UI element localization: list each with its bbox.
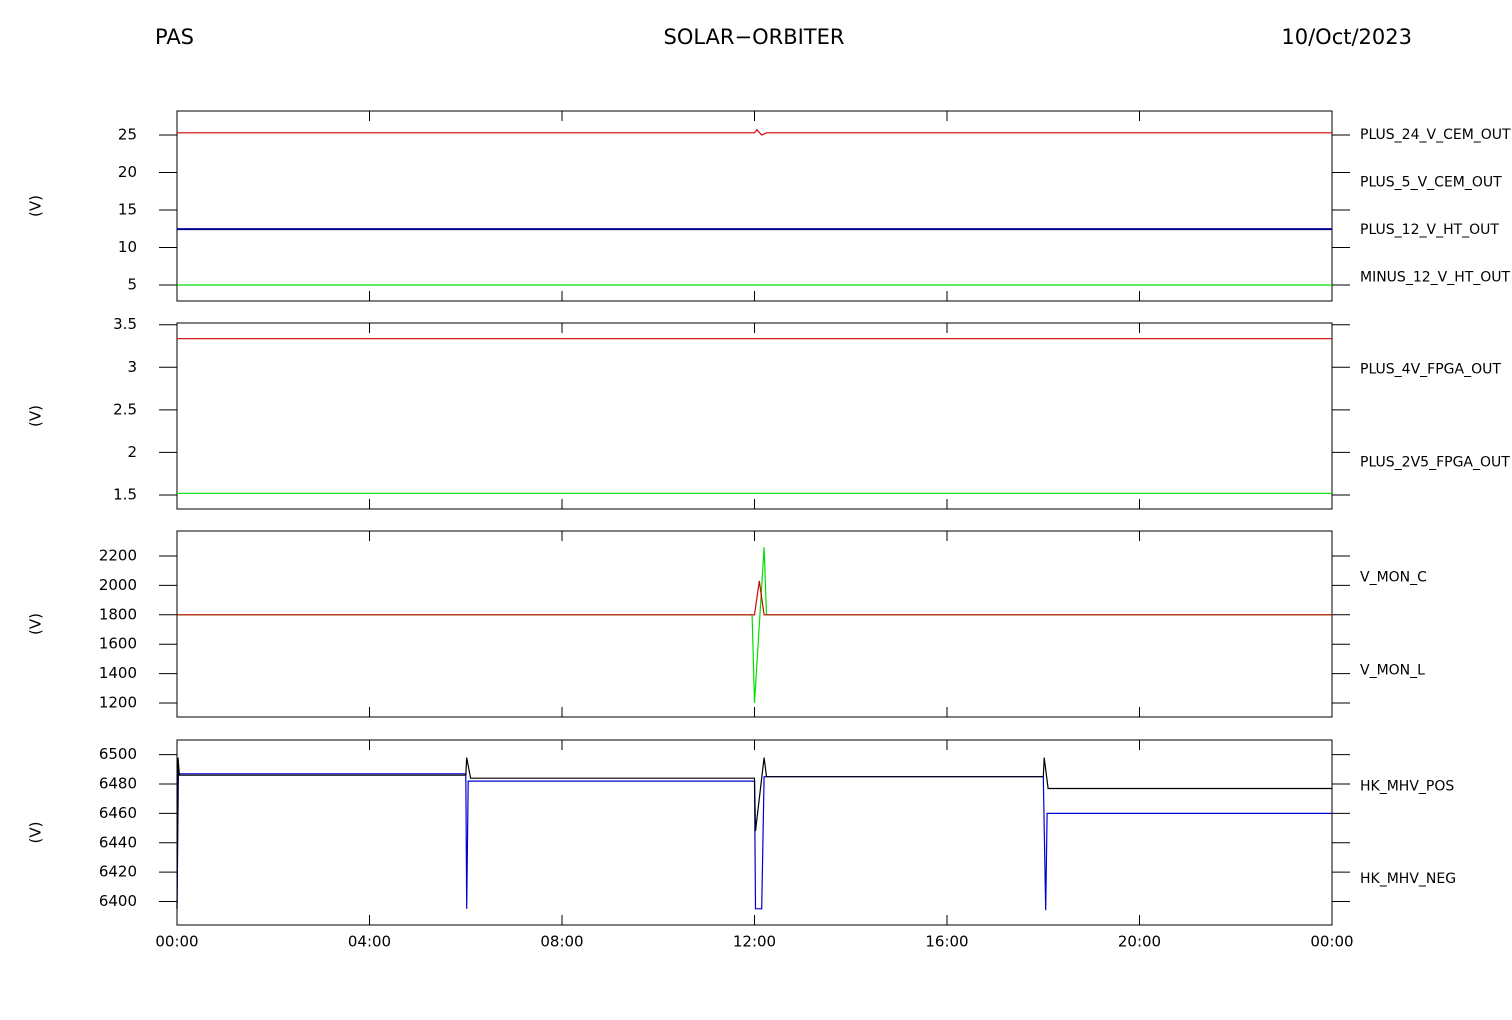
y-tick-label: 3 (127, 358, 137, 376)
y-tick-label: 15 (118, 201, 137, 219)
y-tick-label: 3.5 (113, 315, 137, 333)
legend-label: HK_MHV_POS (1360, 778, 1454, 794)
header-left: PAS (155, 25, 194, 49)
legend-label: V_MON_L (1360, 663, 1425, 679)
x-tick-label: 00:00 (155, 933, 198, 951)
x-tick-label: 20:00 (1118, 933, 1161, 951)
series-line (177, 128, 1332, 136)
y-tick-label: 2000 (99, 576, 137, 594)
y-tick-label: 2.5 (113, 400, 137, 418)
legend-label: PLUS_5_V_CEM_OUT (1360, 174, 1502, 190)
legend-label: HK_MHV_NEG (1360, 871, 1456, 887)
plot-frame (176, 110, 1333, 302)
y-tick-label: 5 (127, 276, 137, 294)
series-line (177, 580, 1332, 616)
y-axis-label: (V) (27, 195, 45, 217)
legend-label: PLUS_2V5_FPGA_OUT (1360, 455, 1510, 471)
x-tick-label: 04:00 (348, 933, 391, 951)
y-tick-label: 1600 (99, 635, 137, 653)
series-line (176, 757, 1332, 909)
plot-frame (176, 322, 1333, 510)
y-tick-label: 2 (127, 443, 137, 461)
y-tick-label: 2200 (99, 546, 137, 564)
legend-label: V_MON_C (1360, 570, 1427, 586)
x-tick-label: 00:00 (1310, 933, 1353, 951)
legend-label: MINUS_12_V_HT_OUT (1360, 269, 1511, 285)
y-axis-label: (V) (27, 822, 45, 844)
legend-label: PLUS_4V_FPGA_OUT (1360, 362, 1501, 378)
header-center: SOLAR−ORBITER (663, 25, 844, 49)
y-tick-label: 6460 (99, 804, 137, 822)
x-tick-label: 16:00 (925, 933, 968, 951)
y-tick-label: 1200 (99, 694, 137, 712)
y-tick-label: 6480 (99, 775, 137, 793)
y-axis-label: (V) (27, 613, 45, 635)
y-tick-label: 6400 (99, 892, 137, 910)
y-tick-label: 6420 (99, 863, 137, 881)
y-axis-label: (V) (27, 405, 45, 427)
y-tick-label: 6500 (99, 745, 137, 763)
y-tick-label: 1.5 (113, 485, 137, 503)
y-tick-label: 1800 (99, 605, 137, 623)
y-tick-label: 20 (118, 163, 137, 181)
y-tick-label: 25 (118, 126, 137, 144)
series-line (177, 547, 1332, 704)
y-tick-label: 1400 (99, 664, 137, 682)
legend-label: PLUS_24_V_CEM_OUT (1360, 127, 1511, 143)
legend-label: PLUS_12_V_HT_OUT (1360, 222, 1499, 238)
header-right: 10/Oct/2023 (1281, 25, 1412, 49)
x-tick-label: 12:00 (733, 933, 776, 951)
series-line (176, 773, 1332, 911)
x-tick-label: 08:00 (540, 933, 583, 951)
y-tick-label: 6440 (99, 833, 137, 851)
y-tick-label: 10 (118, 238, 137, 256)
